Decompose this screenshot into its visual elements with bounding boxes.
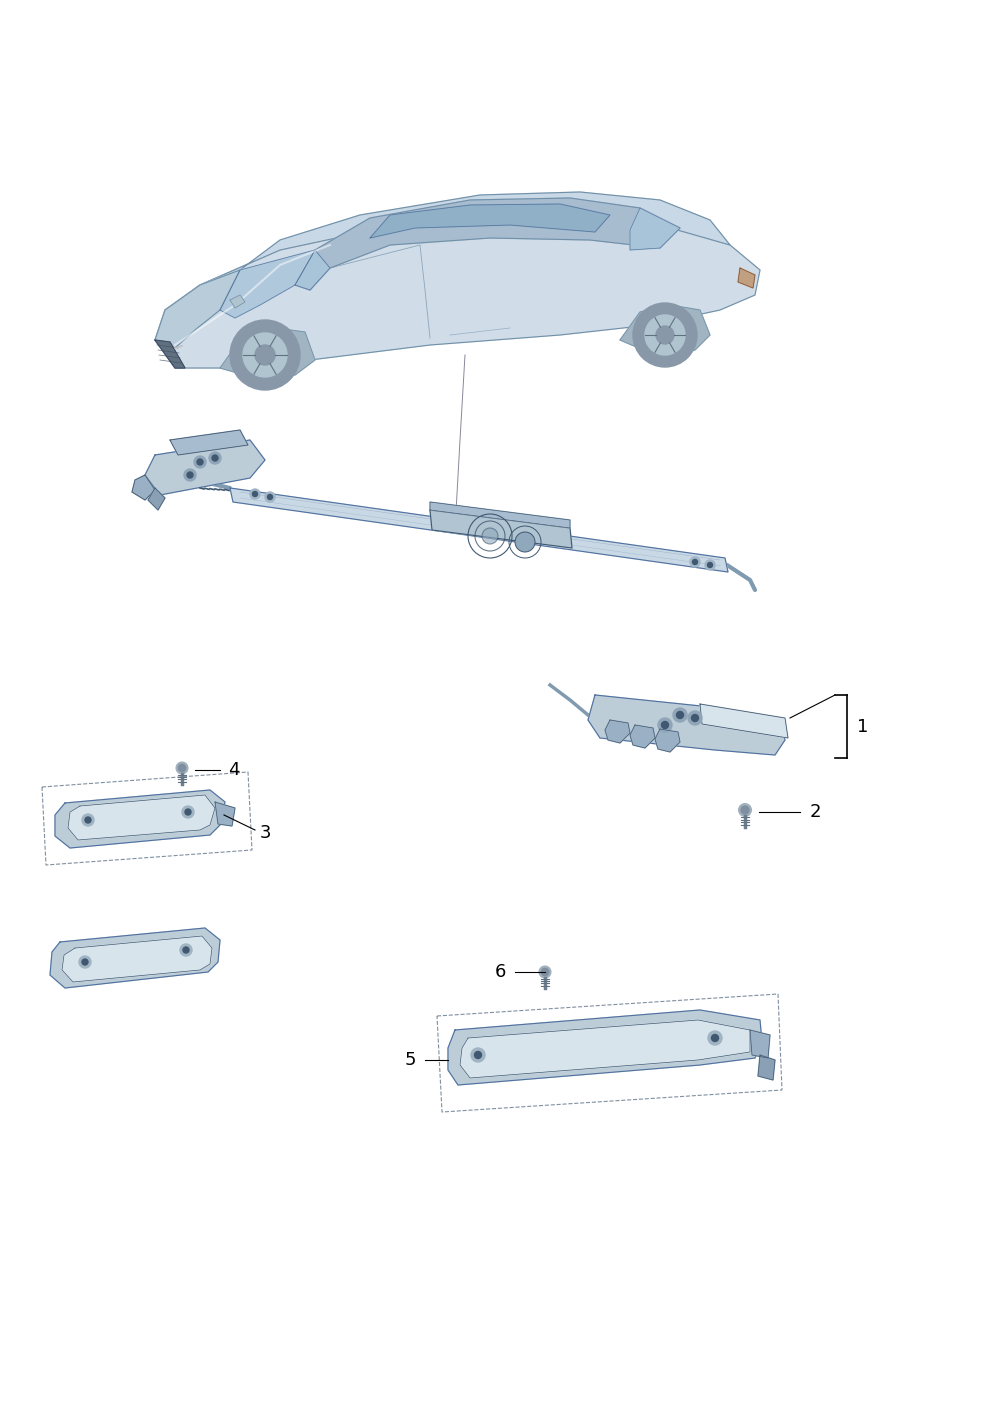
Circle shape: [212, 455, 218, 462]
Circle shape: [182, 805, 194, 818]
Polygon shape: [750, 1030, 770, 1058]
Circle shape: [194, 456, 206, 469]
Polygon shape: [148, 488, 165, 511]
Circle shape: [633, 303, 697, 368]
Polygon shape: [68, 796, 215, 840]
Polygon shape: [295, 198, 680, 290]
Polygon shape: [230, 295, 245, 309]
Polygon shape: [220, 250, 315, 318]
Circle shape: [184, 469, 196, 481]
Polygon shape: [588, 694, 785, 755]
Circle shape: [741, 807, 749, 814]
Polygon shape: [155, 269, 240, 348]
Circle shape: [82, 960, 88, 965]
Circle shape: [179, 765, 186, 772]
Circle shape: [482, 528, 498, 544]
Circle shape: [690, 557, 700, 567]
Circle shape: [658, 718, 672, 732]
Polygon shape: [700, 704, 788, 738]
Polygon shape: [230, 488, 728, 572]
Circle shape: [705, 560, 715, 570]
Circle shape: [662, 721, 669, 728]
Circle shape: [187, 471, 193, 478]
Polygon shape: [448, 1010, 762, 1085]
Polygon shape: [370, 203, 610, 239]
Polygon shape: [605, 720, 630, 744]
Polygon shape: [655, 730, 680, 752]
Circle shape: [677, 711, 683, 718]
Circle shape: [471, 1048, 485, 1062]
Polygon shape: [630, 208, 680, 250]
Polygon shape: [215, 803, 235, 826]
Polygon shape: [758, 1055, 775, 1080]
Circle shape: [79, 955, 91, 968]
Circle shape: [268, 494, 273, 499]
Circle shape: [692, 560, 697, 564]
Circle shape: [82, 814, 94, 826]
Circle shape: [209, 452, 221, 464]
Polygon shape: [430, 511, 572, 549]
Polygon shape: [460, 1020, 750, 1078]
Polygon shape: [738, 268, 755, 288]
Polygon shape: [155, 215, 760, 368]
Circle shape: [85, 817, 91, 824]
Circle shape: [542, 968, 549, 975]
Circle shape: [230, 320, 300, 390]
Circle shape: [253, 491, 258, 497]
Polygon shape: [630, 725, 655, 748]
Polygon shape: [132, 476, 155, 499]
Circle shape: [177, 762, 187, 774]
Circle shape: [255, 345, 275, 365]
Circle shape: [474, 1051, 481, 1058]
Polygon shape: [620, 304, 710, 355]
Circle shape: [250, 490, 260, 499]
Polygon shape: [430, 502, 570, 528]
Circle shape: [688, 711, 702, 725]
Circle shape: [539, 967, 551, 978]
Text: 2: 2: [810, 803, 821, 821]
Polygon shape: [55, 790, 225, 847]
Polygon shape: [175, 192, 730, 310]
Text: 5: 5: [405, 1051, 417, 1069]
Polygon shape: [50, 927, 220, 988]
Circle shape: [180, 944, 192, 955]
Polygon shape: [155, 340, 185, 368]
Circle shape: [183, 947, 189, 953]
Polygon shape: [170, 429, 248, 455]
Circle shape: [265, 492, 275, 502]
Text: 4: 4: [228, 760, 239, 779]
Circle shape: [645, 316, 685, 355]
Circle shape: [739, 804, 751, 817]
Polygon shape: [220, 328, 315, 377]
Circle shape: [711, 1034, 718, 1041]
Text: 6: 6: [495, 962, 506, 981]
Text: 1: 1: [857, 717, 868, 735]
Circle shape: [515, 532, 535, 551]
Circle shape: [185, 810, 191, 815]
Polygon shape: [295, 250, 330, 290]
Circle shape: [656, 325, 674, 344]
Polygon shape: [62, 936, 212, 982]
Text: 3: 3: [260, 824, 272, 842]
Circle shape: [691, 714, 698, 721]
Circle shape: [707, 563, 712, 567]
Circle shape: [243, 333, 287, 377]
Circle shape: [197, 459, 203, 464]
Polygon shape: [145, 441, 265, 495]
Circle shape: [673, 709, 687, 723]
Circle shape: [708, 1031, 722, 1045]
